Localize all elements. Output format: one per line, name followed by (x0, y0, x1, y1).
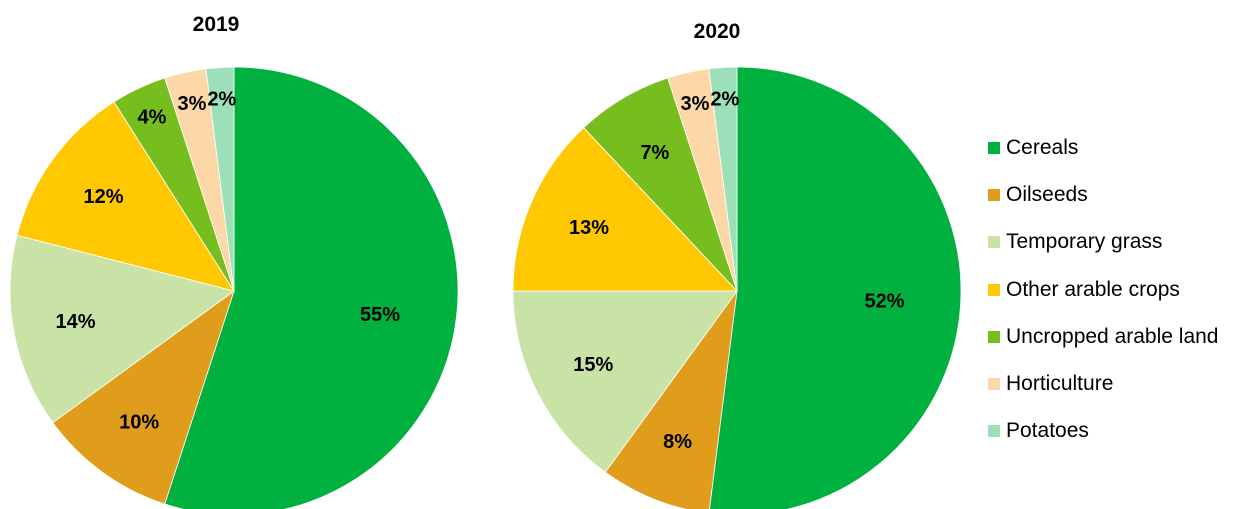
legend-item-cereals: Cereals (988, 124, 1218, 171)
pie-slice-potatoes (205, 66, 235, 292)
pie-slice-potatoes (708, 66, 738, 292)
legend-item-uncropped-arable-land: Uncropped arable land (988, 313, 1218, 360)
legend-label: Horticulture (1006, 372, 1114, 396)
slice-label-uncropped-arable-land: 4% (138, 107, 167, 129)
slice-label-oilseeds: 8% (663, 431, 692, 453)
chart-title-2020: 2020 (694, 20, 741, 43)
legend-swatch-uncropped-arable-land (988, 330, 1000, 343)
legend-swatch-temporary-grass (988, 236, 1000, 249)
legend-label: Cereals (1006, 135, 1079, 159)
legend-label: Potatoes (1006, 419, 1089, 443)
pie-slice-other-arable-crops (512, 127, 738, 292)
legend-swatch-potatoes (988, 425, 1000, 438)
slice-label-oilseeds: 10% (119, 411, 159, 433)
legend-item-temporary-grass: Temporary grass (988, 219, 1218, 266)
pie-slice-other-arable-crops (16, 101, 235, 292)
legend-swatch-other-arable-crops (988, 283, 1000, 296)
slice-label-potatoes: 2% (710, 89, 739, 111)
legend-item-other-arable-crops: Other arable crops (988, 266, 1218, 313)
legend-swatch-cereals (988, 141, 1000, 154)
slice-label-temporary-grass: 15% (573, 354, 613, 376)
legend-label: Oilseeds (1006, 182, 1088, 206)
slice-label-other-arable-crops: 12% (84, 186, 124, 208)
slice-label-cereals: 55% (360, 304, 400, 326)
slice-label-horticulture: 3% (178, 93, 207, 115)
legend: Cereals Oilseeds Temporary grass Other a… (988, 124, 1218, 455)
slice-label-potatoes: 2% (207, 89, 236, 111)
pie-slice-cereals (709, 66, 962, 509)
legend-item-potatoes: Potatoes (988, 408, 1218, 455)
legend-label: Uncropped arable land (1006, 324, 1219, 348)
legend-item-horticulture: Horticulture (988, 360, 1218, 407)
legend-label: Temporary grass (1006, 230, 1163, 254)
pie-slice-temporary-grass (512, 290, 738, 473)
legend-swatch-oilseeds (988, 188, 1000, 201)
pie-slice-oilseeds (604, 290, 738, 509)
slice-label-cereals: 52% (865, 290, 905, 312)
pie-slice-cereals (164, 66, 459, 509)
pie-slice-oilseeds (52, 289, 235, 505)
slice-label-horticulture: 3% (681, 93, 710, 115)
pie-slice-temporary-grass (9, 234, 235, 424)
chart-title-2019: 2019 (193, 13, 240, 36)
pie-chart-2020: 2020 52% 8% 15% 13% 7% 3% 2% (512, 20, 962, 509)
legend-swatch-horticulture (988, 378, 1000, 391)
legend-label: Other arable crops (1006, 277, 1180, 301)
slice-label-temporary-grass: 14% (56, 311, 96, 333)
pie-chart-2019: 2019 55% 10% 14% 12% 4% 3% 2% (9, 13, 459, 509)
legend-item-oilseeds: Oilseeds (988, 171, 1218, 218)
slice-label-uncropped-arable-land: 7% (640, 142, 669, 164)
slice-label-other-arable-crops: 13% (569, 217, 609, 239)
